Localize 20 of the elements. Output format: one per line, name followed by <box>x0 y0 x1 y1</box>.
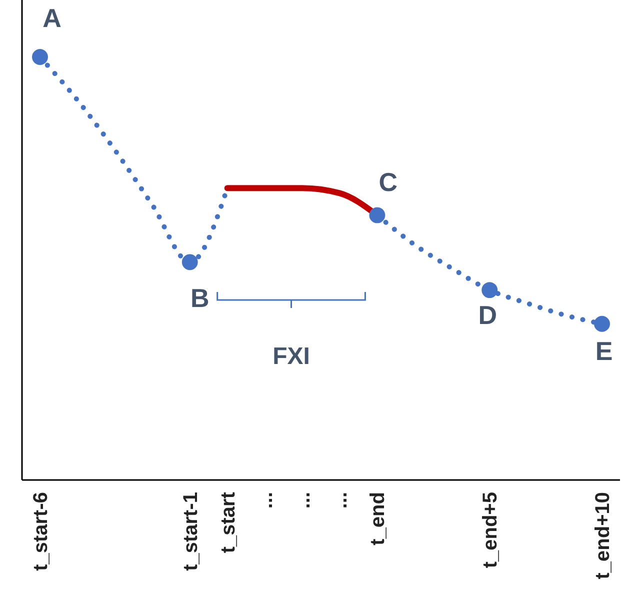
point <box>594 316 610 332</box>
annotation: D <box>478 300 497 330</box>
x-tick-label: t_start <box>217 492 240 554</box>
annotation: A <box>42 3 62 33</box>
x-tick-label: t_start-1 <box>180 492 202 571</box>
x-tick-label: t_end+5 <box>480 492 502 568</box>
x-tick-label: t_end <box>367 492 390 546</box>
point <box>32 49 48 65</box>
x-tick-label: t_start-6 <box>30 492 52 571</box>
point <box>369 207 386 224</box>
point <box>182 254 198 270</box>
annotation: C <box>378 167 398 198</box>
x-tick-label: ... <box>330 492 352 509</box>
point <box>482 282 498 298</box>
annotation: FXI <box>272 343 310 370</box>
x-tick-label: ... <box>254 492 277 509</box>
x-tick-label: t_end+10 <box>592 492 614 580</box>
x-tick-label: ... <box>292 492 314 509</box>
annotation: B <box>190 283 210 314</box>
annotation: E <box>595 336 613 366</box>
